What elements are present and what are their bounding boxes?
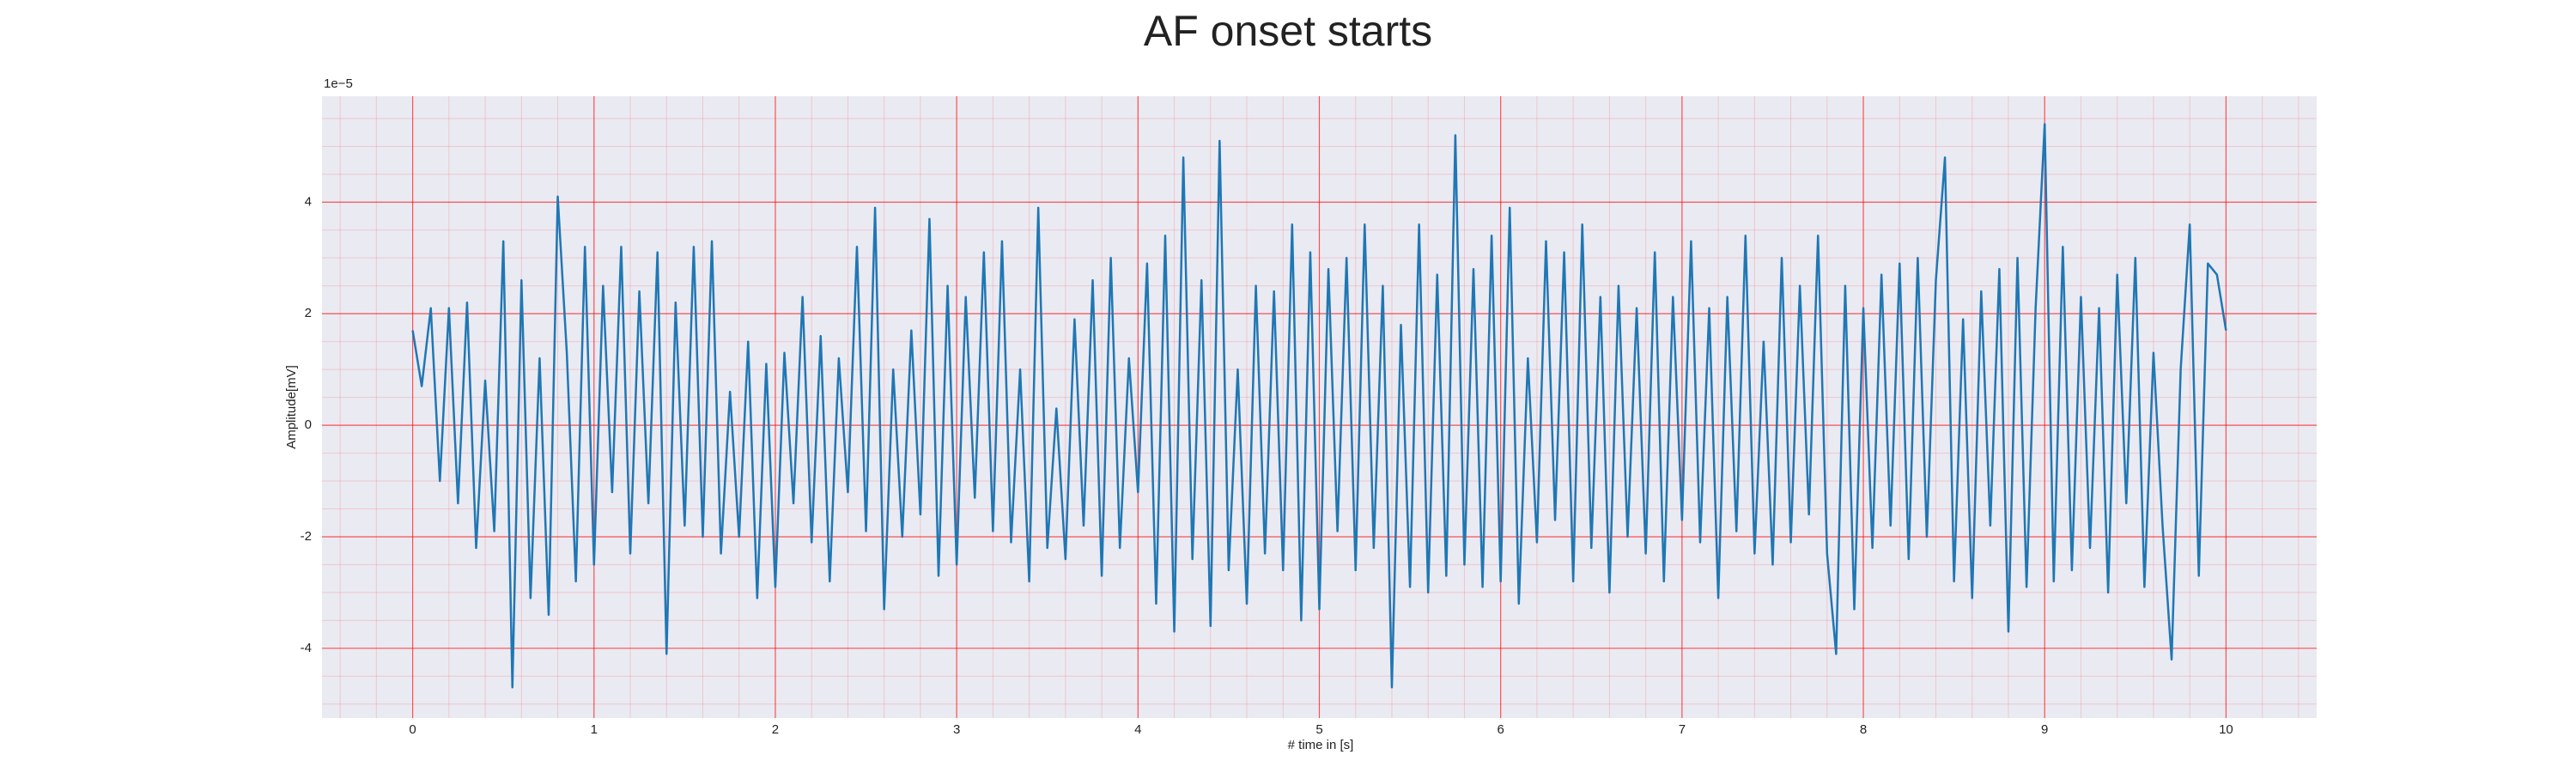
x-tick-label: 5 (1315, 722, 1322, 737)
x-tick-label: 9 (2041, 722, 2048, 737)
y-offset-label: 1e−5 (324, 76, 353, 91)
x-tick-label: 4 (1134, 722, 1141, 737)
y-tick-label: 0 (305, 417, 312, 432)
x-tick-label: 8 (1860, 722, 1867, 737)
x-tick-label: 6 (1498, 722, 1504, 737)
series-layer (411, 123, 2227, 689)
chart-title: AF onset starts (1144, 7, 1432, 55)
x-tick-label: 10 (2219, 722, 2233, 737)
y-tick-label: -4 (301, 641, 312, 655)
major-grid (322, 96, 2317, 718)
x-tick-label: 0 (409, 722, 416, 737)
x-tick-label: 1 (591, 722, 598, 737)
y-axis-label: Amplitude[mV] (284, 365, 299, 449)
x-tick-label: 7 (1679, 722, 1686, 737)
x-tick-label: 2 (772, 722, 779, 737)
y-tick-label: 2 (305, 306, 312, 320)
x-axis-label: # time in [s] (1288, 738, 1354, 752)
signal-line (411, 123, 2227, 689)
y-tick-label: 4 (305, 194, 312, 209)
y-tick-label: -2 (301, 529, 312, 544)
x-tick-label: 3 (953, 722, 960, 737)
